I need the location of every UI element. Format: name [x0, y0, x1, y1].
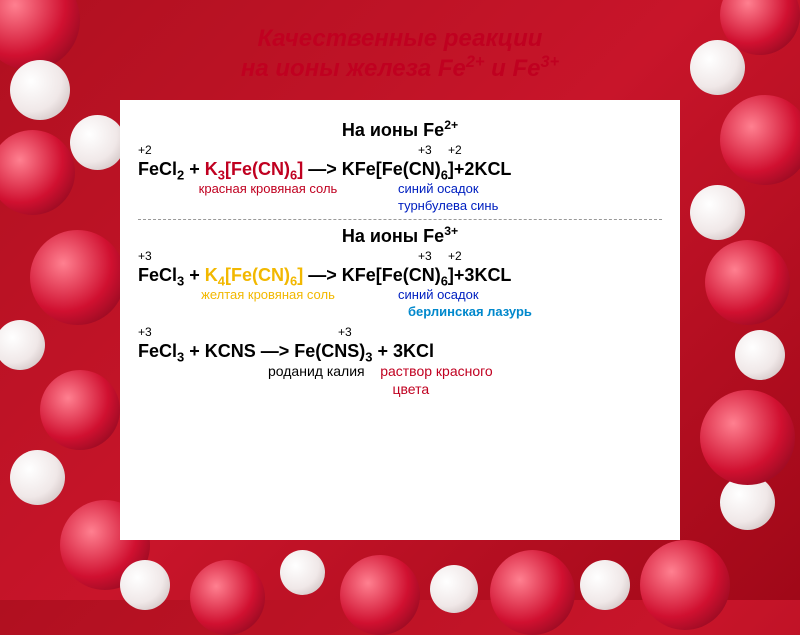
section1-product-label2: турнбулева синь [398, 198, 498, 213]
section2-note-row1: желтая кровяная соль синий осадок [138, 287, 662, 302]
section3-reagent-label: роданид калия [268, 363, 365, 379]
section2-reagent-label: желтая кровяная соль [138, 287, 398, 302]
section2-product-label2: берлинская лазурь [398, 304, 532, 319]
section3-product-label-l1: раствор красного [380, 363, 493, 379]
section2-header: На ионы Fe3+ [138, 226, 662, 247]
section2-ox-states: +3 +3 +2 [138, 249, 662, 263]
section3-ox-states: +3 +3 [138, 325, 662, 339]
section2-product-label: синий осадок [398, 287, 479, 302]
section1-product-label: синий осадок [398, 181, 479, 196]
section1-header: На ионы Fe2+ [138, 120, 662, 141]
section3-notes: роданид калия раствор красного цвета [268, 363, 662, 398]
slide-title: Качественные реакции на ионы железа Fe2+… [0, 24, 800, 84]
section1-ox-states: +2 +3 +2 [138, 143, 662, 157]
section1-note-row2: турнбулева синь [138, 198, 662, 213]
section-divider [138, 219, 662, 220]
section2-equation: FeCl3 + K4[Fe(CN)6] —> KFe[Fe(CN)6]+3KCL [138, 265, 662, 286]
content-panel: На ионы Fe2+ +2 +3 +2 FeCl2 + K3[Fe(CN)6… [120, 100, 680, 540]
section3-equation: FeCl3 + KCNS —> Fe(CNS)3 + 3KCl [138, 341, 662, 362]
section3-product-label-l2: цвета [392, 381, 429, 397]
section2-note-row2: берлинская лазурь [138, 304, 662, 319]
section1-equation: FeCl2 + K3[Fe(CN)6] —> KFe[Fe(CN)6]+2KCL [138, 159, 662, 180]
title-line1: Качественные реакции [258, 25, 543, 52]
section1-reagent-label: красная кровяная соль [138, 181, 398, 196]
title-line2-pre: на ионы железа Fe [241, 55, 466, 82]
section1-note-row1: красная кровяная соль синий осадок [138, 181, 662, 196]
